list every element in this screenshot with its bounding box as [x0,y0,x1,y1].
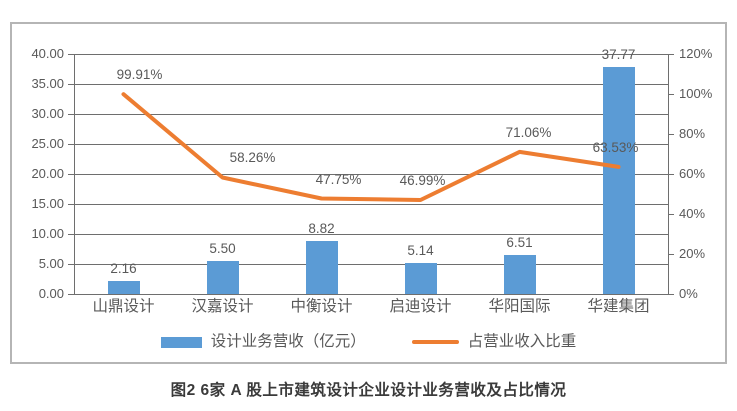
revenue-share-line [121,92,621,202]
y-axis-right-tick-label: 100% [679,86,713,101]
bar [602,67,635,294]
chart-legend: 设计业务营收（亿元） 占营业收入比重 [12,332,725,352]
gridline [74,264,668,265]
category-label: 启迪设计 [389,298,452,315]
right-axis-tick [668,94,674,95]
y-axis-right-tick-label: 80% [679,126,706,141]
y-axis-left-tick-label: 0.00 [38,286,64,301]
y-axis-left-tick-label: 35.00 [31,76,64,91]
gridline [74,54,668,55]
left-axis-line [74,54,75,294]
right-axis-tick [668,134,674,135]
y-axis-right-tick-label: 40% [679,206,706,221]
gridline [74,174,668,175]
bar [107,281,140,294]
line-point-label: 71.06% [505,124,552,140]
category-label: 华建集团 [587,298,650,315]
bar [305,241,338,294]
category-label: 中衡设计 [290,298,353,315]
left-axis-tick [68,264,74,265]
bar-value-label: 6.51 [506,234,533,250]
plot-area: 40.00 35.00 30.00 25.00 20.00 15.00 10.00 5.00 0… [12,24,725,362]
legend-item-line-series: 占营业收入比重 [411,333,577,351]
y-axis-right-tick-label: 0% [679,286,698,301]
gridline [74,234,668,235]
line-point-label: 47.75% [315,171,362,187]
right-axis-tick [668,174,674,175]
bar-value-label: 5.14 [407,243,434,259]
y-axis-left-tick-label: 15.00 [31,196,64,211]
right-axis-line [668,54,669,294]
line-point-label: 58.26% [229,150,276,166]
chart-frame: 40.00 35.00 30.00 25.00 20.00 15.00 10.00 5.00 0… [10,22,727,364]
y-axis-left-tick-label: 30.00 [31,106,64,121]
bar-value-label: 2.16 [110,261,137,277]
line-point-label: 99.91% [116,67,163,83]
bar [206,261,239,294]
right-axis-tick [668,254,674,255]
line-series-swatch-icon [411,340,459,344]
line-point-label: 46.99% [399,173,446,189]
legend-item-bar-series: 设计业务营收（亿元） [160,333,366,351]
left-axis-tick [68,294,74,295]
category-label: 汉嘉设计 [191,298,254,315]
left-axis-tick [68,54,74,55]
y-axis-right-tick-label: 60% [679,166,706,181]
left-axis-tick [68,204,74,205]
gridline [74,84,668,85]
left-axis-tick [68,144,74,145]
bar-value-label: 5.50 [209,241,236,256]
right-axis-tick [668,214,674,215]
left-axis-tick [68,174,74,175]
y-axis-right-tick-label: 20% [679,246,706,261]
y-axis-right-tick-label: 120% [679,46,713,61]
line-series-path [121,92,621,202]
y-axis-left-tick-label: 25.00 [31,136,64,151]
right-axis-tick [668,54,674,55]
gridline [74,204,668,205]
line-point-label: 63.53% [592,139,639,155]
bar-value-label: 8.82 [308,221,335,237]
left-axis-tick [68,84,74,85]
gridline [74,294,668,295]
left-axis-tick [68,234,74,235]
y-axis-left-tick-label: 10.00 [31,226,64,241]
bar-value-label: 37.77 [601,47,636,63]
gridline [74,114,668,115]
legend-line-label: 占营业收入比重 [467,333,577,350]
left-axis-tick [68,114,74,115]
figure-caption: 图2 6家 A 股上市建筑设计企业设计业务营收及占比情况 [170,382,567,399]
y-axis-left-tick-label: 20.00 [31,166,64,181]
category-label: 山鼎设计 [92,298,155,315]
legend-bar-label: 设计业务营收（亿元） [210,333,366,350]
y-axis-left-tick-label: 40.00 [31,46,64,61]
bar-series-swatch-icon [160,336,202,348]
right-axis-tick [668,294,674,295]
category-label: 华阳国际 [488,298,551,315]
y-axis-left-tick-label: 5.00 [38,256,64,271]
bar [503,254,536,294]
bar [404,263,437,294]
gridline [74,144,668,145]
